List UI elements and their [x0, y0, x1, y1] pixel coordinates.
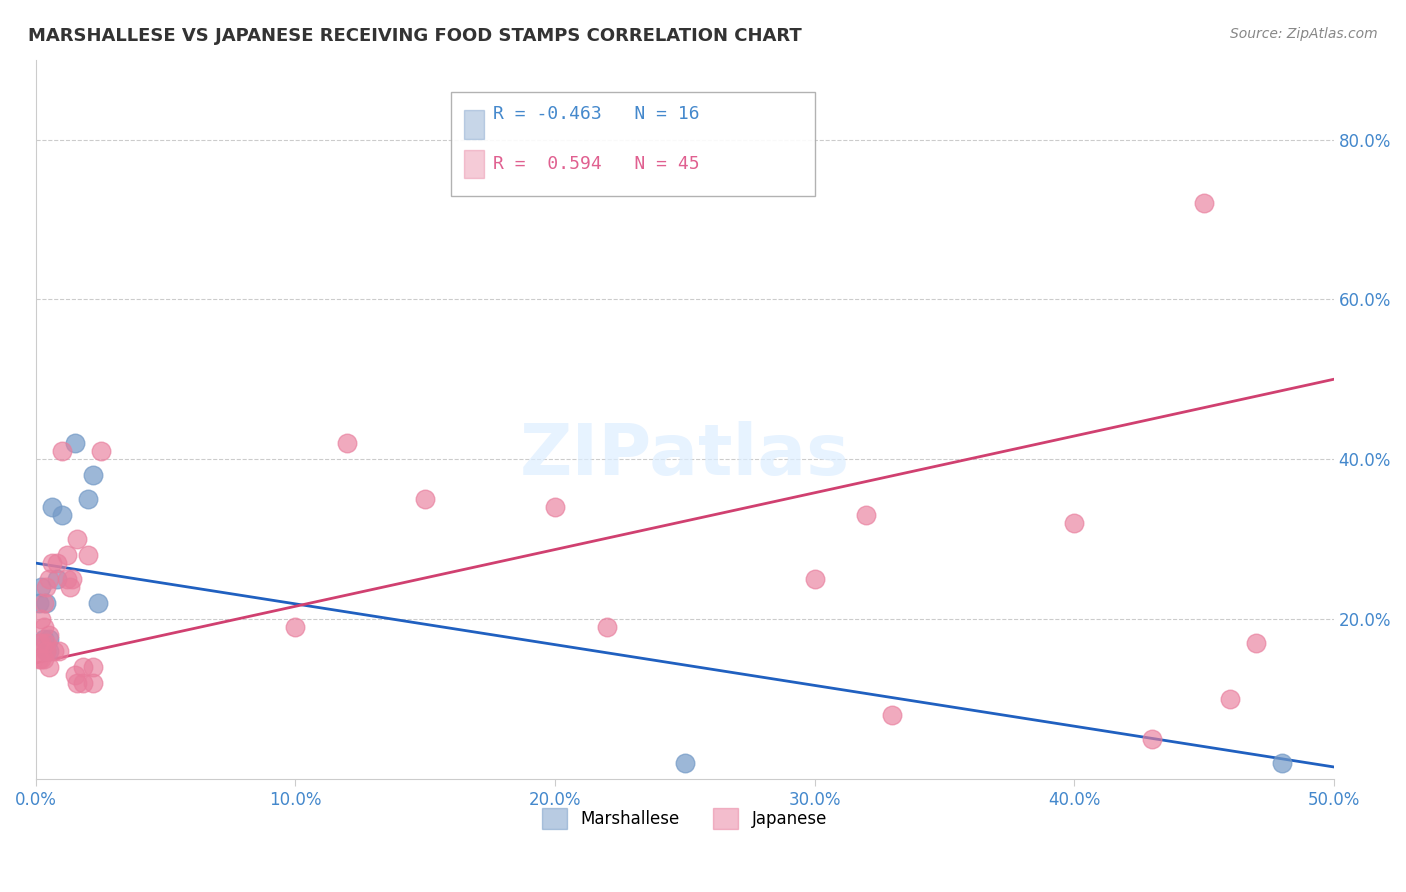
Point [1219, 692, 1241, 706]
Point [82, 660, 104, 674]
Legend: Marshallese, Japanese: Marshallese, Japanese [536, 802, 834, 835]
Point [63, 668, 86, 682]
Point [30, 612, 52, 626]
Point [30, 580, 52, 594]
Point [1063, 516, 1085, 531]
Point [48, 644, 70, 658]
Point [51, 508, 73, 523]
Point [56, 572, 79, 586]
Point [882, 708, 904, 723]
Point [38, 632, 60, 646]
Point [32, 652, 55, 666]
Point [87, 596, 110, 610]
Point [59, 580, 82, 594]
Point [38, 644, 60, 658]
Point [413, 492, 436, 507]
Point [27, 652, 49, 666]
Text: MARSHALLESE VS JAPANESE RECEIVING FOOD STAMPS CORRELATION CHART: MARSHALLESE VS JAPANESE RECEIVING FOOD S… [28, 27, 801, 45]
Point [72, 660, 94, 674]
Point [1140, 731, 1163, 746]
Point [38, 660, 60, 674]
Point [336, 436, 359, 450]
Point [45, 572, 67, 586]
Text: R = -0.463   N = 16: R = -0.463 N = 16 [492, 104, 699, 122]
Point [38, 572, 60, 586]
Text: R =  0.594   N = 45: R = 0.594 N = 45 [492, 155, 699, 173]
Point [90, 444, 112, 458]
Point [1271, 756, 1294, 770]
Point [38, 628, 60, 642]
Point [51, 444, 73, 458]
Point [1192, 196, 1215, 211]
Point [544, 500, 567, 515]
Point [27, 596, 49, 610]
Point [66, 676, 89, 690]
Text: Source: ZipAtlas.com: Source: ZipAtlas.com [1230, 27, 1378, 41]
Point [855, 508, 877, 523]
Point [60, 572, 83, 586]
Point [35, 644, 58, 658]
Point [1244, 636, 1267, 650]
Point [673, 756, 696, 770]
Point [72, 676, 94, 690]
Point [76, 492, 98, 507]
Point [35, 580, 58, 594]
FancyBboxPatch shape [464, 110, 484, 139]
Point [76, 548, 98, 562]
FancyBboxPatch shape [451, 92, 814, 196]
Point [32, 620, 55, 634]
Point [45, 556, 67, 570]
Point [35, 644, 58, 658]
Text: ZIPatlas: ZIPatlas [520, 421, 849, 490]
Point [41, 500, 63, 515]
Point [82, 676, 104, 690]
Point [30, 652, 52, 666]
Point [82, 468, 104, 483]
Point [66, 532, 89, 546]
Point [35, 636, 58, 650]
Point [56, 548, 79, 562]
Point [35, 596, 58, 610]
FancyBboxPatch shape [464, 150, 484, 178]
Point [284, 620, 307, 634]
Point [30, 636, 52, 650]
Point [803, 572, 825, 586]
Point [41, 556, 63, 570]
Point [32, 596, 55, 610]
Point [42, 644, 65, 658]
Point [27, 636, 49, 650]
Point [596, 620, 619, 634]
Point [32, 632, 55, 646]
Point [63, 436, 86, 450]
